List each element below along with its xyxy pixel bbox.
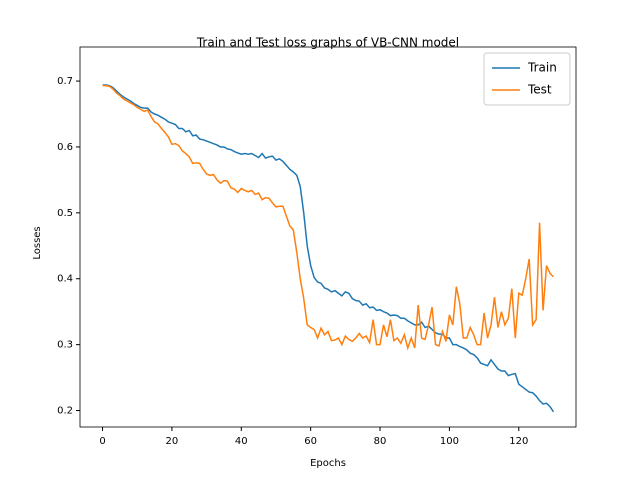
y-tick-label: 0.2 <box>57 406 73 417</box>
x-tick-label: 0 <box>99 436 105 447</box>
line-series <box>102 84 555 413</box>
x-tick-label: 80 <box>374 436 387 447</box>
y-tick-label: 0.6 <box>57 142 73 153</box>
x-tick-label: 100 <box>440 436 459 447</box>
y-axis-label: Losses <box>32 226 43 259</box>
legend-label: Train <box>527 61 557 75</box>
x-tick-label: 60 <box>304 436 317 447</box>
x-axis-label: Epochs <box>310 458 346 469</box>
line-series <box>102 84 554 351</box>
legend-box <box>483 52 571 106</box>
plot-frame <box>79 46 577 428</box>
y-tick-label: 0.4 <box>57 274 73 285</box>
y-tick-label: 0.3 <box>57 340 73 351</box>
x-tick-label: 20 <box>166 436 179 447</box>
y-tick-label: 0.7 <box>57 76 73 87</box>
chart-title: Train and Test loss graphs of VB-CNN mod… <box>196 36 459 50</box>
x-tick-label: 120 <box>509 436 528 447</box>
x-tick-label: 40 <box>235 436 248 447</box>
y-tick-label: 0.5 <box>57 208 73 219</box>
legend-label: Test <box>527 83 552 97</box>
